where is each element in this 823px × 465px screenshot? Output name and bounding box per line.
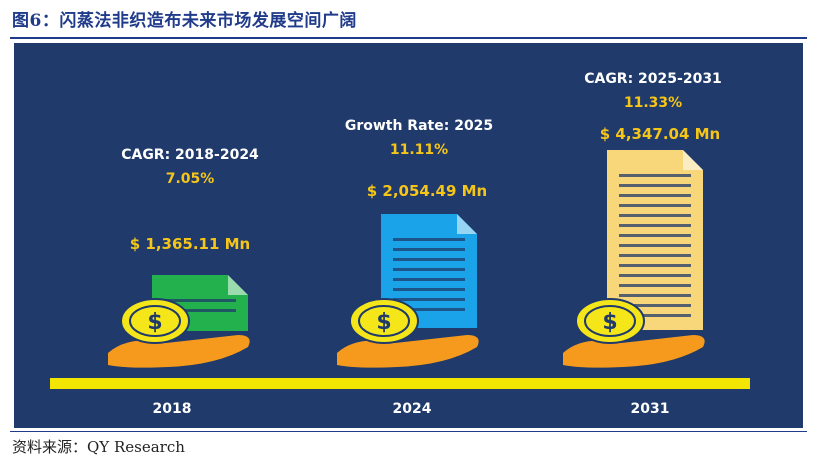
document-icon-2031-line xyxy=(619,254,691,257)
coin-ring-2024 xyxy=(358,305,410,337)
document-icon-2024-line xyxy=(393,288,465,291)
infographic-panel: $ $ $ 2018 2024 2031 CAGR: 2018-2024 7.05%… xyxy=(14,43,803,428)
coin-ring-2031 xyxy=(584,305,636,337)
dollar-icon-2031: $ xyxy=(602,310,617,335)
year-label-2031: 2031 xyxy=(631,401,670,417)
value-label-2024: $ 2,054.49 Mn xyxy=(367,182,488,200)
document-icon-2031-line xyxy=(619,274,691,277)
document-icon-2031-line xyxy=(619,184,691,187)
document-icon-2024-line xyxy=(393,278,465,281)
annotation-label-1: CAGR: 2018-2024 xyxy=(121,147,259,163)
document-icon-2031-line xyxy=(619,264,691,267)
annotation-value-2: 11.11% xyxy=(390,142,448,158)
timeline-bar xyxy=(50,378,750,389)
hand-icon-2018 xyxy=(108,335,250,368)
document-icon-2031-line xyxy=(619,194,691,197)
document-icon-2031-line xyxy=(619,244,691,247)
dollar-icon-2024: $ xyxy=(376,310,391,335)
bottom-rule xyxy=(10,431,807,432)
document-icon-2024-line xyxy=(393,258,465,261)
top-rule xyxy=(10,37,807,39)
document-icon-2031-line xyxy=(619,224,691,227)
coin-ring-2018 xyxy=(129,305,181,337)
annotation-value-1: 7.05% xyxy=(166,171,215,187)
document-icon-2031-line xyxy=(619,284,691,287)
annotation-label-3: CAGR: 2025-2031 xyxy=(584,71,722,87)
source-note: 资料来源：QY Research xyxy=(12,438,185,456)
money-icon-2018-fold xyxy=(228,275,248,295)
document-icon-2024-line xyxy=(393,248,465,251)
document-icon-2024-line xyxy=(393,298,465,301)
document-icon-2024-line xyxy=(393,268,465,271)
document-icon-2024-fold xyxy=(457,214,477,234)
document-icon-2031-line xyxy=(619,294,691,297)
dollar-icon-2018: $ xyxy=(147,310,162,335)
annotation-value-3: 11.33% xyxy=(624,95,682,111)
hand-icon-2024 xyxy=(337,335,479,368)
document-icon-2031-line xyxy=(619,234,691,237)
figure-title: 图6：闪蒸法非织造布未来市场发展空间广阔 xyxy=(12,11,357,31)
hand-icon-2031 xyxy=(563,335,705,368)
year-label-2018: 2018 xyxy=(153,401,192,417)
document-icon-2031-line xyxy=(619,214,691,217)
money-icon-2018-line xyxy=(164,299,236,302)
year-label-2024: 2024 xyxy=(393,401,432,417)
document-icon-2031-line xyxy=(619,304,691,307)
document-icon-2031-line xyxy=(619,174,691,177)
annotation-label-2: Growth Rate: 2025 xyxy=(345,118,493,134)
value-label-2018: $ 1,365.11 Mn xyxy=(130,235,251,253)
document-icon-2024-line xyxy=(393,308,465,311)
value-label-2031: $ 4,347.04 Mn xyxy=(600,125,721,143)
document-icon-2031-line xyxy=(619,204,691,207)
money-icon-2018-line xyxy=(164,309,236,312)
document-icon-2031-line xyxy=(619,314,691,317)
document-icon-2031-fold xyxy=(683,150,703,170)
document-icon-2024-line xyxy=(393,238,465,241)
market-chart: $ $ $ 2018 2024 2031 CAGR: 2018-2024 7.05%… xyxy=(50,71,750,417)
